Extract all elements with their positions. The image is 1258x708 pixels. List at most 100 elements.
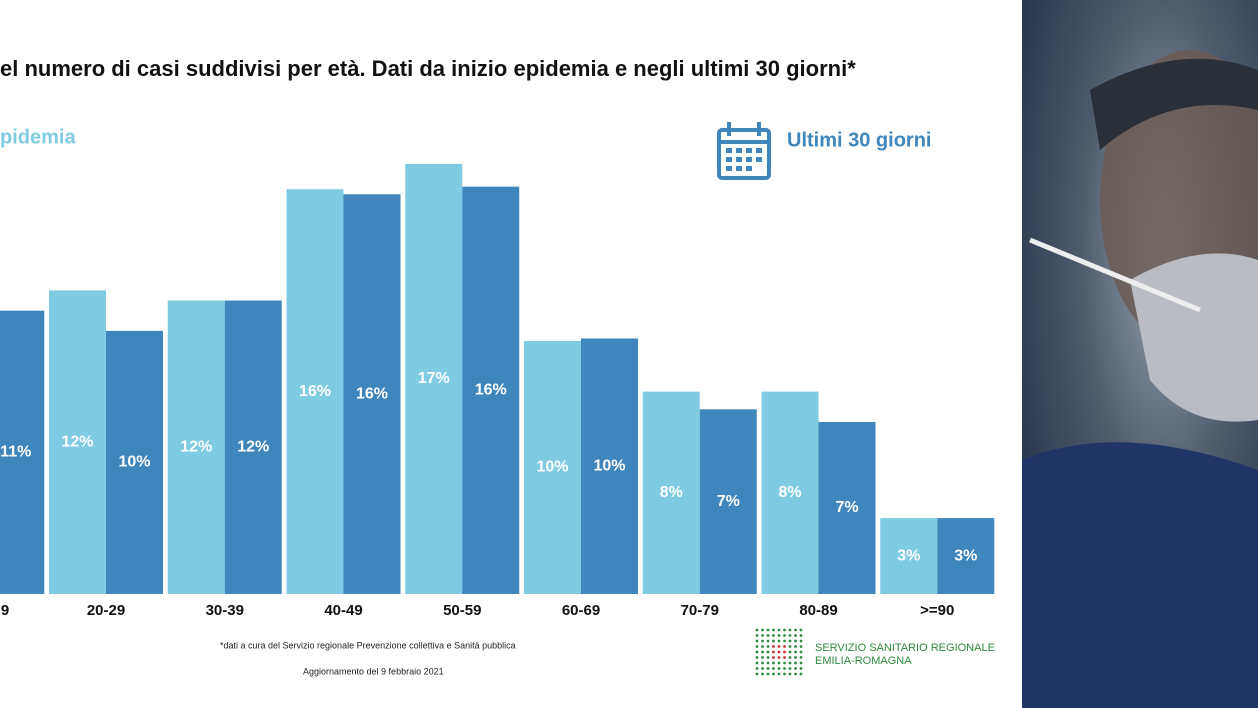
logo-dot	[783, 656, 786, 659]
logo-dot	[799, 639, 803, 643]
x-tick-label: 9	[1, 602, 9, 619]
logo-text: EMILIA-ROMAGNA	[815, 655, 912, 667]
chart-title: el numero di casi suddivisi per età. Dat…	[0, 56, 856, 81]
bar	[106, 330, 163, 594]
logo-dot	[794, 645, 797, 648]
data-label: 8%	[660, 484, 683, 501]
bar	[224, 300, 282, 594]
update-note: Aggiornamento del 9 febbraio 2021	[303, 666, 444, 676]
logo-dot	[766, 639, 770, 643]
logo-dot	[777, 672, 781, 676]
data-label: 7%	[835, 499, 858, 516]
bar	[0, 310, 45, 594]
logo-dot	[777, 645, 781, 648]
data-label: 10%	[536, 459, 568, 476]
logo-dot	[755, 650, 759, 654]
logo-dot	[783, 645, 786, 648]
logo-dot	[772, 661, 775, 665]
logo-dot	[783, 661, 786, 665]
data-label: 11%	[0, 444, 31, 461]
data-label: 3%	[954, 547, 977, 564]
bar	[167, 300, 225, 594]
logo-dot	[799, 667, 803, 670]
x-tick-label: >=90	[920, 602, 954, 619]
logo-dot	[761, 634, 764, 637]
logo-dot	[766, 628, 770, 632]
logo-dot	[772, 667, 775, 670]
logo-dot	[761, 656, 764, 659]
logo-dot	[794, 628, 797, 632]
x-tick-label: 80-89	[799, 602, 837, 619]
x-tick-label: 60-69	[562, 602, 600, 619]
bar	[462, 186, 520, 595]
legend-label: Ultimi 30 giorni	[787, 129, 931, 151]
bar	[49, 290, 106, 594]
logo-dot	[755, 645, 759, 648]
logo-dot	[777, 634, 781, 637]
bar	[937, 518, 995, 594]
x-tick-label: 20-29	[87, 602, 125, 619]
bar	[286, 189, 344, 594]
logo-dot	[777, 628, 781, 632]
logo-dot	[761, 667, 764, 670]
data-label: 10%	[593, 457, 625, 474]
logo-dots	[755, 628, 803, 676]
logo-dot	[794, 634, 797, 637]
data-label: 7%	[717, 493, 740, 510]
logo-dot	[794, 672, 797, 676]
bar	[642, 391, 700, 594]
logo-dot	[794, 667, 797, 670]
logo-dot	[777, 656, 781, 659]
logo-dot	[755, 639, 759, 643]
logo-dot	[766, 661, 770, 665]
calendar-icon	[717, 122, 771, 180]
bar	[524, 341, 581, 594]
logo-dot	[761, 645, 764, 648]
legend-label: pidemia	[0, 126, 76, 148]
bar	[581, 338, 638, 594]
logo-dot	[772, 650, 775, 654]
logo-dot	[799, 628, 803, 632]
logo-dot	[766, 634, 770, 637]
bar	[405, 163, 463, 594]
logo-dot	[799, 650, 803, 654]
logo-dot	[799, 672, 803, 676]
data-label: 17%	[418, 370, 450, 387]
logo-dot	[755, 661, 759, 665]
logo-dot	[766, 645, 770, 648]
logo-dot	[755, 628, 759, 632]
data-label: 10%	[118, 454, 150, 471]
logo-dot	[783, 639, 786, 643]
x-tick-label: 70-79	[681, 602, 719, 619]
bar	[699, 409, 757, 594]
logo-dot	[788, 634, 792, 637]
logo-dot	[766, 672, 770, 676]
data-label: 12%	[237, 438, 269, 455]
data-label: 3%	[897, 547, 920, 564]
logo-dot	[772, 628, 775, 632]
logo-dot	[799, 634, 803, 637]
logo-dot	[761, 628, 764, 632]
logo-text: SERVIZIO SANITARIO REGIONALE	[815, 642, 995, 654]
data-label: 16%	[475, 382, 507, 399]
logo-dot	[761, 639, 764, 643]
data-label: 8%	[778, 484, 801, 501]
bar	[880, 518, 938, 594]
logo-dot	[766, 667, 770, 670]
logo-dot	[755, 656, 759, 659]
logo-dot	[788, 639, 792, 643]
logo-dot	[788, 656, 792, 659]
photo	[1022, 0, 1258, 708]
logo-dot	[777, 650, 781, 654]
logo-dot	[783, 667, 786, 670]
bar	[818, 421, 876, 594]
logo-dot	[772, 639, 775, 643]
logo-dot	[788, 650, 792, 654]
logo-dot	[794, 650, 797, 654]
x-tick-label: 30-39	[206, 602, 244, 619]
logo-dot	[794, 661, 797, 665]
logo-dot	[777, 639, 781, 643]
footnote: *dati a cura del Servizio regionale Prev…	[220, 640, 516, 650]
data-label: 16%	[299, 383, 331, 400]
